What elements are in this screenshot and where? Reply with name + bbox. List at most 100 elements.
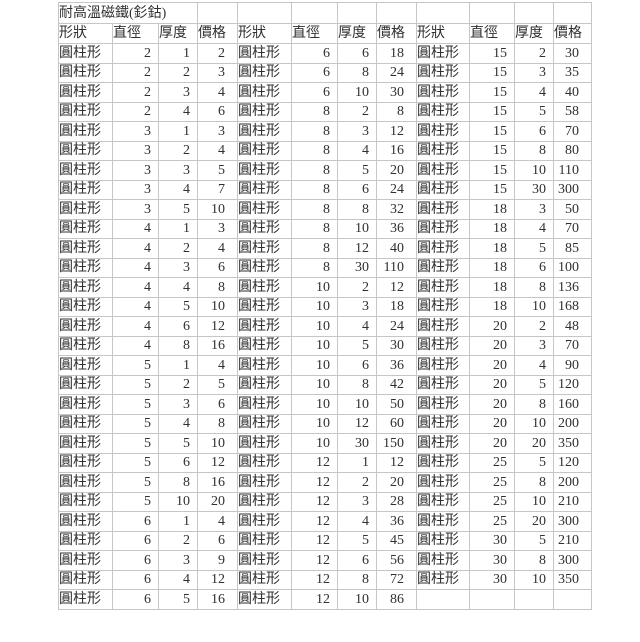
- cell-diameter[interactable]: 25: [469, 511, 515, 532]
- cell-thickness[interactable]: 10: [514, 296, 554, 317]
- cell-price[interactable]: 200: [553, 472, 592, 493]
- cell-shape[interactable]: 圓柱形: [416, 550, 470, 571]
- cell-diameter[interactable]: 25: [469, 452, 515, 473]
- cell-diameter[interactable]: 5: [112, 413, 159, 434]
- cell-shape[interactable]: 圓柱形: [58, 160, 113, 181]
- header-diameter[interactable]: 直徑: [112, 23, 159, 44]
- cell-shape[interactable]: 圓柱形: [58, 82, 113, 103]
- cell-price[interactable]: 50: [553, 199, 592, 220]
- cell-shape[interactable]: 圓柱形: [237, 316, 292, 337]
- cell-price[interactable]: 20: [376, 472, 417, 493]
- cell-diameter[interactable]: 4: [112, 238, 159, 259]
- cell-price[interactable]: 300: [553, 179, 592, 200]
- cell-diameter[interactable]: 15: [469, 101, 515, 122]
- cell-diameter[interactable]: 4: [112, 257, 159, 278]
- cell-diameter[interactable]: 8: [291, 218, 338, 239]
- cell-price[interactable]: 12: [197, 452, 238, 473]
- cell-shape[interactable]: 圓柱形: [58, 43, 113, 64]
- cell-price[interactable]: 40: [376, 238, 417, 259]
- cell-thickness[interactable]: 8: [337, 62, 377, 83]
- empty-cell[interactable]: [337, 2, 377, 24]
- cell-diameter[interactable]: 18: [469, 257, 515, 278]
- cell-diameter[interactable]: 10: [291, 316, 338, 337]
- cell-price[interactable]: 6: [197, 257, 238, 278]
- cell-price[interactable]: 10: [197, 433, 238, 454]
- cell-price[interactable]: 120: [553, 452, 592, 473]
- cell-shape[interactable]: 圓柱形: [58, 569, 113, 590]
- cell-diameter[interactable]: 25: [469, 472, 515, 493]
- cell-diameter[interactable]: 15: [469, 160, 515, 181]
- cell-price[interactable]: 10: [197, 199, 238, 220]
- cell-shape[interactable]: 圓柱形: [237, 569, 292, 590]
- cell-price[interactable]: 24: [376, 62, 417, 83]
- cell-thickness[interactable]: 3: [337, 491, 377, 512]
- cell-price[interactable]: 16: [197, 589, 238, 610]
- cell-shape[interactable]: 圓柱形: [416, 199, 470, 220]
- cell-price[interactable]: 4: [197, 355, 238, 376]
- cell-price[interactable]: 200: [553, 413, 592, 434]
- cell-price[interactable]: 10: [197, 296, 238, 317]
- cell-price[interactable]: 3: [197, 121, 238, 142]
- cell-thickness[interactable]: 1: [337, 452, 377, 473]
- cell-price[interactable]: 12: [376, 121, 417, 142]
- cell-thickness[interactable]: 4: [158, 277, 198, 298]
- empty-cell[interactable]: [469, 2, 515, 24]
- header-diameter[interactable]: 直徑: [469, 23, 515, 44]
- cell-diameter[interactable]: 30: [469, 569, 515, 590]
- cell-price[interactable]: 12: [197, 569, 238, 590]
- cell-shape[interactable]: 圓柱形: [58, 199, 113, 220]
- cell-price[interactable]: 70: [553, 218, 592, 239]
- cell-diameter[interactable]: 10: [291, 355, 338, 376]
- cell-price[interactable]: 136: [553, 277, 592, 298]
- cell-thickness[interactable]: 3: [158, 160, 198, 181]
- cell-price[interactable]: 60: [376, 413, 417, 434]
- cell-shape[interactable]: 圓柱形: [237, 589, 292, 610]
- cell-diameter[interactable]: 6: [112, 589, 159, 610]
- cell-shape[interactable]: 圓柱形: [237, 394, 292, 415]
- cell-thickness[interactable]: 5: [158, 199, 198, 220]
- cell-diameter[interactable]: 6: [112, 530, 159, 551]
- cell-price[interactable]: 110: [376, 257, 417, 278]
- cell-shape[interactable]: 圓柱形: [237, 101, 292, 122]
- cell-diameter[interactable]: 3: [112, 140, 159, 161]
- cell-thickness[interactable]: 2: [514, 316, 554, 337]
- cell-diameter[interactable]: 6: [291, 43, 338, 64]
- empty-cell[interactable]: [416, 589, 470, 610]
- cell-thickness[interactable]: 3: [514, 335, 554, 356]
- cell-shape[interactable]: 圓柱形: [237, 491, 292, 512]
- cell-thickness[interactable]: 2: [337, 472, 377, 493]
- cell-diameter[interactable]: 20: [469, 374, 515, 395]
- cell-thickness[interactable]: 3: [337, 121, 377, 142]
- cell-diameter[interactable]: 2: [112, 101, 159, 122]
- cell-thickness[interactable]: 6: [337, 43, 377, 64]
- cell-diameter[interactable]: 10: [291, 296, 338, 317]
- cell-thickness[interactable]: 6: [337, 355, 377, 376]
- cell-shape[interactable]: 圓柱形: [58, 238, 113, 259]
- cell-thickness[interactable]: 3: [158, 82, 198, 103]
- cell-thickness[interactable]: 5: [158, 589, 198, 610]
- cell-price[interactable]: 70: [553, 121, 592, 142]
- cell-shape[interactable]: 圓柱形: [237, 82, 292, 103]
- empty-cell[interactable]: [469, 589, 515, 610]
- cell-diameter[interactable]: 6: [291, 62, 338, 83]
- cell-thickness[interactable]: 8: [514, 394, 554, 415]
- cell-price[interactable]: 36: [376, 218, 417, 239]
- cell-shape[interactable]: 圓柱形: [416, 62, 470, 83]
- cell-price[interactable]: 9: [197, 550, 238, 571]
- cell-thickness[interactable]: 4: [337, 316, 377, 337]
- cell-price[interactable]: 168: [553, 296, 592, 317]
- cell-thickness[interactable]: 2: [158, 374, 198, 395]
- cell-diameter[interactable]: 8: [291, 238, 338, 259]
- cell-price[interactable]: 120: [553, 374, 592, 395]
- cell-diameter[interactable]: 5: [112, 452, 159, 473]
- cell-diameter[interactable]: 12: [291, 589, 338, 610]
- cell-thickness[interactable]: 1: [158, 121, 198, 142]
- cell-price[interactable]: 36: [376, 511, 417, 532]
- cell-diameter[interactable]: 20: [469, 394, 515, 415]
- cell-thickness[interactable]: 12: [337, 238, 377, 259]
- cell-price[interactable]: 50: [376, 394, 417, 415]
- cell-shape[interactable]: 圓柱形: [416, 43, 470, 64]
- cell-price[interactable]: 3: [197, 62, 238, 83]
- cell-price[interactable]: 6: [197, 101, 238, 122]
- cell-price[interactable]: 18: [376, 43, 417, 64]
